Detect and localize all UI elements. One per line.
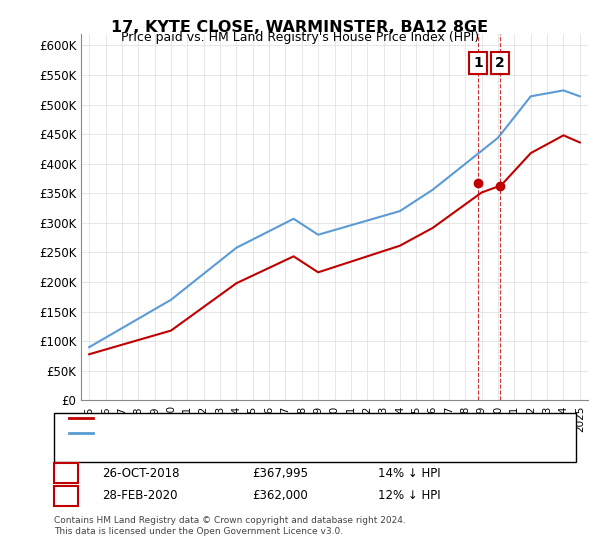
Text: 28-FEB-2020: 28-FEB-2020 xyxy=(102,489,178,502)
Text: 1: 1 xyxy=(62,466,70,480)
Text: 14% ↓ HPI: 14% ↓ HPI xyxy=(378,466,440,480)
Text: 26-OCT-2018: 26-OCT-2018 xyxy=(102,466,179,480)
Text: 17, KYTE CLOSE, WARMINSTER, BA12 8GE: 17, KYTE CLOSE, WARMINSTER, BA12 8GE xyxy=(112,20,488,35)
Text: Price paid vs. HM Land Registry's House Price Index (HPI): Price paid vs. HM Land Registry's House … xyxy=(121,31,479,44)
Text: £362,000: £362,000 xyxy=(252,489,308,502)
Text: HPI: Average price, detached house, Wiltshire: HPI: Average price, detached house, Wilt… xyxy=(96,428,335,438)
Text: 1: 1 xyxy=(473,56,483,70)
Text: 2: 2 xyxy=(62,489,70,502)
Text: £367,995: £367,995 xyxy=(252,466,308,480)
Text: 17, KYTE CLOSE, WARMINSTER, BA12 8GE (detached house): 17, KYTE CLOSE, WARMINSTER, BA12 8GE (de… xyxy=(96,413,409,423)
Text: 12% ↓ HPI: 12% ↓ HPI xyxy=(378,489,440,502)
Text: 2: 2 xyxy=(495,56,505,70)
Text: Contains HM Land Registry data © Crown copyright and database right 2024.
This d: Contains HM Land Registry data © Crown c… xyxy=(54,516,406,536)
